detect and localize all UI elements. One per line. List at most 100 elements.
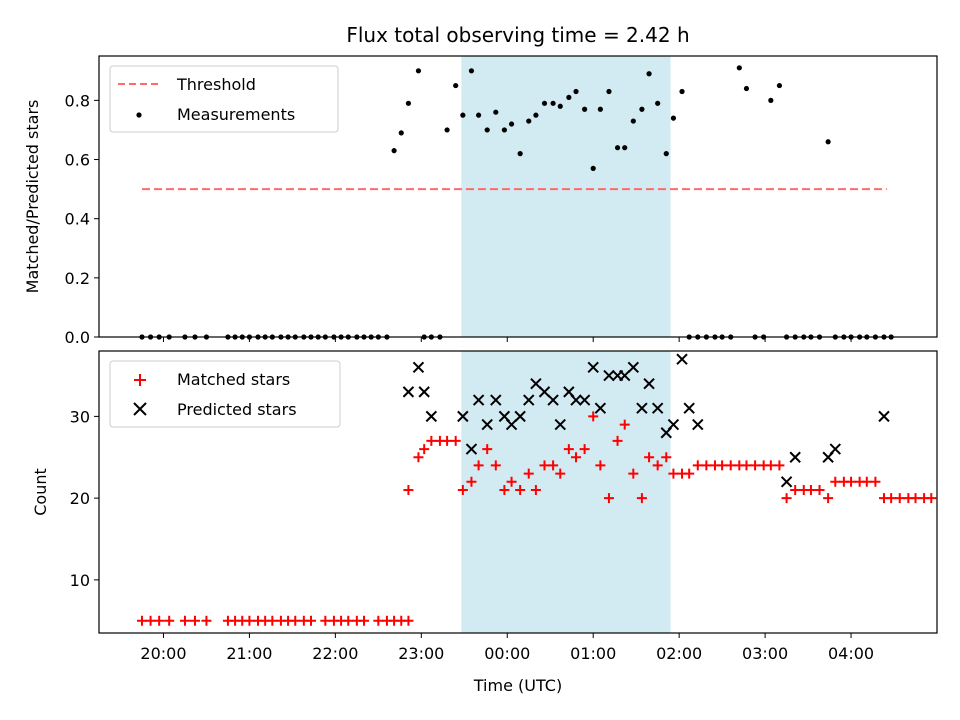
measurement-point [670, 115, 677, 121]
measurements-legend-swatch [136, 112, 142, 118]
top-x-ticks [162, 337, 852, 342]
matched-star-marker [805, 484, 816, 495]
predicted-star-marker [465, 443, 478, 455]
chart-title: Flux total observing time = 2.42 h [346, 23, 689, 47]
matched-star-marker [450, 435, 461, 446]
matched-star-marker [426, 435, 437, 446]
x-tick-label: 00:00 [484, 644, 530, 663]
measurement-point [517, 151, 523, 157]
matched-star-marker [652, 460, 663, 471]
predicted-star-marker [554, 418, 566, 431]
matched-star-marker [661, 452, 672, 463]
predicted-star-marker [692, 418, 704, 431]
matched-star-marker [692, 460, 703, 471]
legend-threshold-label: Threshold [176, 75, 256, 94]
predicted-star-marker [570, 394, 582, 406]
y-tick-label: 0.0 [65, 328, 90, 347]
matched-star-marker [403, 615, 414, 626]
predicted-star-marker [490, 394, 502, 406]
measurement-point [582, 106, 588, 112]
matched-star-marker [306, 615, 317, 626]
matched-star-marker [668, 468, 679, 479]
matched-star-marker [701, 460, 712, 471]
measurement-point [736, 65, 742, 71]
top-subplot: 0.0 0.2 0.4 0.6 0.8 Flux total observing tim… [23, 23, 938, 347]
matched-star-marker [725, 460, 736, 471]
measurement-point [493, 109, 499, 115]
matched-star-marker [154, 615, 165, 626]
measurement-point [622, 145, 628, 151]
matched-star-marker [530, 484, 541, 495]
matched-star-marker [555, 468, 566, 479]
matched-star-marker [636, 493, 647, 504]
matched-star-marker [926, 493, 937, 504]
matched-star-marker [894, 493, 905, 504]
x-tick-label: 04:00 [828, 644, 874, 663]
matched-star-marker [343, 615, 354, 626]
predicted-star-marker [829, 443, 842, 455]
measurement-point [460, 112, 466, 118]
matched-star-marker [320, 615, 331, 626]
measurement-point [566, 94, 572, 101]
matched-star-marker [579, 444, 590, 455]
matched-star-marker [814, 484, 825, 495]
predicted-star-marker [505, 418, 518, 431]
matched-legend-marker [134, 374, 146, 386]
matched-star-marker [619, 419, 630, 430]
y-tick-label: 30 [70, 407, 90, 426]
predicted-star-marker [402, 386, 415, 398]
x-tick-label: 01:00 [570, 644, 616, 663]
matched-star-marker [164, 615, 175, 626]
predicted-star-marker [418, 386, 430, 398]
matched-star-marker [136, 615, 147, 626]
measurement-point [476, 112, 482, 118]
predicted-legend-swatch [133, 402, 147, 416]
matched-star-marker [145, 615, 156, 626]
y-tick-label: 0.6 [65, 151, 90, 170]
measurement-point [573, 88, 579, 95]
predicted-star-marker [412, 361, 425, 374]
top-legend-box [109, 65, 339, 133]
measurement-point [508, 121, 515, 127]
matched-star-marker [506, 476, 517, 487]
observing-window-shade-bottom [461, 351, 671, 633]
predicted-star-marker [514, 410, 526, 423]
matched-star-marker [548, 460, 559, 471]
legend-measurements-label: Measurements [177, 105, 295, 124]
matched-star-marker [870, 476, 881, 487]
matched-star-marker [189, 615, 200, 626]
matched-star-marker [403, 484, 414, 495]
matched-star-marker [413, 452, 424, 463]
matched-star-marker [499, 484, 510, 495]
predicted-star-marker [587, 361, 599, 374]
predicted-star-marker [523, 394, 535, 406]
x-axis-label: Time (UTC) [473, 676, 562, 695]
matched-star-marker [442, 435, 453, 446]
matched-star-marker [741, 460, 752, 471]
x-tick-label: 23:00 [398, 644, 444, 663]
predicted-star-marker [481, 418, 493, 431]
bottom-legend-box [109, 360, 341, 428]
matched-star-marker [515, 484, 526, 495]
measurement-point [590, 165, 596, 171]
measurement-point [415, 68, 422, 74]
matched-star-marker [539, 460, 550, 471]
y-tick-label: 10 [70, 571, 90, 590]
bottom-y-axis-label: Count [31, 468, 50, 516]
matched-star-marker [373, 615, 384, 626]
matched-star-marker [523, 468, 534, 479]
measurement-point [468, 68, 475, 74]
measurement-point [776, 82, 783, 89]
measurement-point [597, 106, 603, 112]
predicted-star-marker [780, 476, 793, 488]
measurement-point [541, 100, 548, 106]
matched-star-marker [290, 615, 301, 626]
predicted-stars-points [402, 353, 890, 488]
x-tick-label: 22:00 [312, 644, 358, 663]
matched-star-marker [244, 615, 255, 626]
matched-star-marker [846, 476, 857, 487]
matched-star-marker [588, 411, 599, 422]
measurement-point [501, 127, 507, 133]
predicted-star-marker [457, 410, 469, 423]
